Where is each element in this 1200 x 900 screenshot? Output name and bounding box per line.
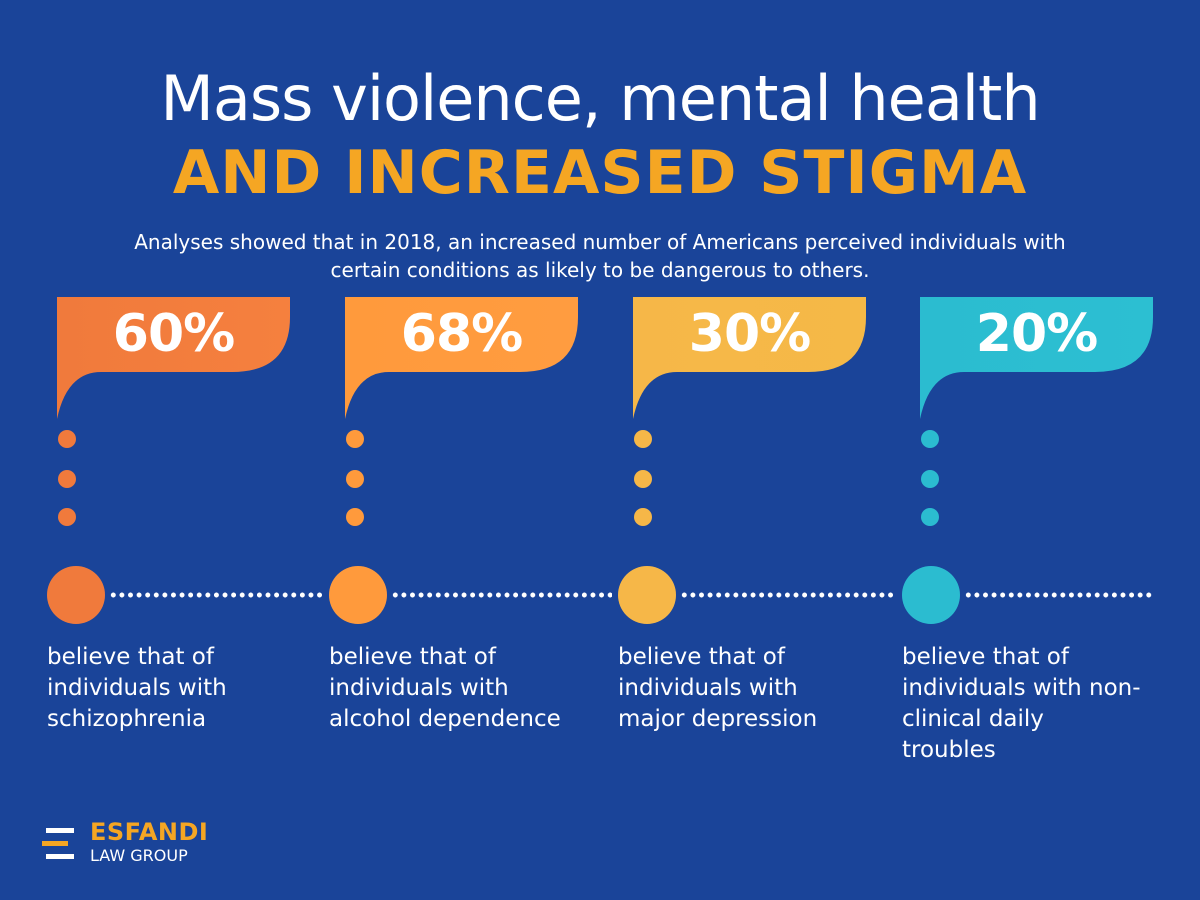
timeline-marker xyxy=(618,566,676,624)
logo-mark-icon xyxy=(42,828,74,859)
connector-dot xyxy=(921,430,939,448)
timeline-dotted-line xyxy=(964,592,1152,598)
connector-dot xyxy=(58,508,76,526)
stat-description: believe that of individuals with major d… xyxy=(618,644,818,732)
logo-subtitle: LAW GROUP xyxy=(90,846,188,865)
timeline-marker xyxy=(902,566,960,624)
connector-dot xyxy=(634,470,652,488)
subtitle: Analyses showed that in 2018, an increas… xyxy=(134,230,1066,282)
stat-value: 30% xyxy=(688,304,811,364)
connector-dot xyxy=(634,430,652,448)
logo: ESFANDI LAW GROUP xyxy=(42,818,242,868)
connector-dot xyxy=(346,470,364,488)
connector-dot xyxy=(346,430,364,448)
stat-flag: 60% xyxy=(57,297,290,419)
stat-description: believe that of individuals with non-cli… xyxy=(902,644,1141,763)
timeline-dotted-line xyxy=(680,592,896,598)
connector-dot xyxy=(921,470,939,488)
stat-flag: 30% xyxy=(633,297,866,419)
stat-flag: 68% xyxy=(345,297,578,419)
connector-dot xyxy=(346,508,364,526)
timeline-dotted-line xyxy=(391,592,612,598)
connector-dot xyxy=(58,470,76,488)
connector-dot xyxy=(58,430,76,448)
stat-flag: 20% xyxy=(920,297,1153,419)
stat-value: 20% xyxy=(975,304,1098,364)
title-line-1: Mass violence, mental health xyxy=(160,62,1040,135)
stat-value: 68% xyxy=(400,304,523,364)
stat-description: believe that of individuals with schizop… xyxy=(47,644,227,732)
logo-name: ESFANDI xyxy=(90,818,209,846)
timeline-marker xyxy=(329,566,387,624)
title-line-2: AND INCREASED STIGMA xyxy=(172,138,1028,208)
connector-dot xyxy=(634,508,652,526)
timeline-dotted-line xyxy=(109,592,323,598)
stat-description: believe that of individuals with alcohol… xyxy=(329,644,561,732)
connector-dot xyxy=(921,508,939,526)
stat-value: 60% xyxy=(112,304,235,364)
timeline-marker xyxy=(47,566,105,624)
